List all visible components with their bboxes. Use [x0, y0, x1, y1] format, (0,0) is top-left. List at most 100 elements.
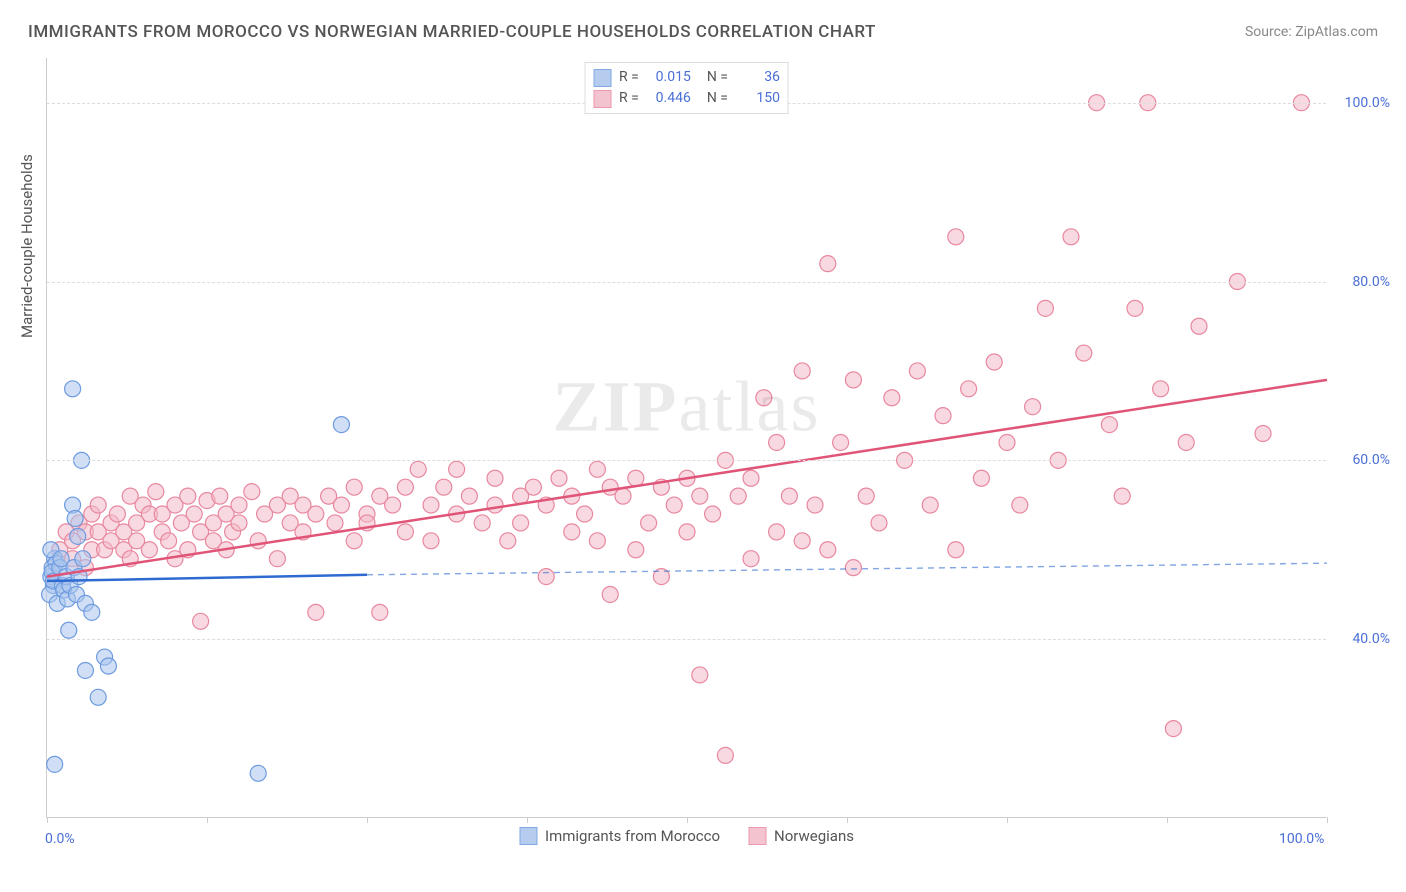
legend-series: Immigrants from Morocco Norwegians — [519, 827, 854, 845]
legend-stats: R =0.015N =36R =0.446N =150 — [584, 62, 789, 114]
scatter-point — [109, 506, 125, 522]
scatter-point — [551, 470, 567, 486]
scatter-point — [1127, 300, 1143, 316]
scatter-point — [845, 560, 861, 576]
scatter-point — [193, 613, 209, 629]
scatter-point — [641, 515, 657, 531]
scatter-point — [423, 533, 439, 549]
scatter-point — [948, 229, 964, 245]
x-tick-label: 0.0% — [45, 831, 75, 847]
scatter-point — [474, 515, 490, 531]
y-tick-label: 40.0% — [1352, 631, 1390, 647]
gridline-h — [47, 282, 1326, 283]
scatter-point — [871, 515, 887, 531]
x-tick — [207, 817, 208, 823]
legend-n-key: N = — [707, 67, 728, 88]
scatter-point — [525, 479, 541, 495]
legend-series-item: Immigrants from Morocco — [519, 827, 720, 845]
scatter-point — [250, 533, 266, 549]
scatter-point — [61, 622, 77, 638]
source-label: Source: ZipAtlas.com — [1245, 24, 1378, 40]
legend-stats-row: R =0.015N =36 — [593, 67, 780, 88]
trend-line — [47, 575, 367, 581]
scatter-point — [513, 515, 529, 531]
scatter-point — [186, 506, 202, 522]
scatter-point — [769, 524, 785, 540]
scatter-point — [47, 756, 63, 772]
gridline-h — [47, 639, 1326, 640]
scatter-point — [308, 604, 324, 620]
scatter-point — [589, 461, 605, 477]
scatter-point — [397, 524, 413, 540]
scatter-point — [100, 658, 116, 674]
y-tick-label: 100.0% — [1345, 95, 1390, 111]
scatter-point — [730, 488, 746, 504]
legend-series-label: Immigrants from Morocco — [545, 827, 720, 845]
x-tick — [367, 817, 368, 823]
x-tick — [527, 817, 528, 823]
chart-plot-area: ZIPatlas R =0.015N =36R =0.446N =150 Imm… — [46, 58, 1326, 818]
scatter-point — [781, 488, 797, 504]
scatter-point — [327, 515, 343, 531]
scatter-point — [692, 488, 708, 504]
scatter-point — [1037, 300, 1053, 316]
scatter-point — [589, 533, 605, 549]
scatter-point — [1101, 417, 1117, 433]
scatter-point — [705, 506, 721, 522]
scatter-plot-svg — [47, 58, 1326, 817]
scatter-point — [410, 461, 426, 477]
scatter-point — [1012, 497, 1028, 513]
scatter-point — [692, 667, 708, 683]
scatter-point — [487, 470, 503, 486]
x-tick — [47, 817, 48, 823]
scatter-point — [717, 747, 733, 763]
y-axis-title: Married-couple Households — [18, 154, 36, 338]
scatter-point — [333, 497, 349, 513]
scatter-point — [666, 497, 682, 513]
scatter-point — [833, 434, 849, 450]
scatter-point — [628, 470, 644, 486]
scatter-point — [1076, 345, 1092, 361]
scatter-point — [346, 479, 362, 495]
y-tick-label: 60.0% — [1352, 452, 1390, 468]
scatter-point — [333, 417, 349, 433]
scatter-point — [67, 510, 83, 526]
scatter-point — [65, 381, 81, 397]
scatter-point — [423, 497, 439, 513]
scatter-point — [250, 765, 266, 781]
x-tick — [687, 817, 688, 823]
legend-swatch — [593, 90, 611, 108]
scatter-point — [820, 256, 836, 272]
scatter-point — [212, 488, 228, 504]
legend-r-value: 0.446 — [645, 88, 691, 109]
scatter-point — [961, 381, 977, 397]
x-tick — [1007, 817, 1008, 823]
scatter-point — [628, 542, 644, 558]
legend-swatch — [593, 69, 611, 87]
scatter-point — [615, 488, 631, 504]
scatter-point — [180, 488, 196, 504]
legend-stats-row: R =0.446N =150 — [593, 88, 780, 109]
scatter-point — [909, 363, 925, 379]
scatter-point — [75, 551, 91, 567]
scatter-point — [948, 542, 964, 558]
scatter-point — [999, 434, 1015, 450]
scatter-point — [308, 506, 324, 522]
scatter-point — [231, 497, 247, 513]
legend-swatch — [748, 827, 766, 845]
scatter-point — [449, 461, 465, 477]
legend-series-label: Norwegians — [774, 827, 854, 845]
scatter-point — [922, 497, 938, 513]
scatter-point — [679, 524, 695, 540]
scatter-point — [935, 408, 951, 424]
scatter-point — [845, 372, 861, 388]
scatter-point — [973, 470, 989, 486]
gridline-h — [47, 460, 1326, 461]
scatter-point — [1191, 318, 1207, 334]
trend-line — [47, 380, 1327, 577]
scatter-point — [148, 484, 164, 500]
scatter-point — [743, 551, 759, 567]
scatter-point — [1063, 229, 1079, 245]
chart-title: IMMIGRANTS FROM MOROCCO VS NORWEGIAN MAR… — [28, 22, 876, 42]
scatter-point — [769, 434, 785, 450]
